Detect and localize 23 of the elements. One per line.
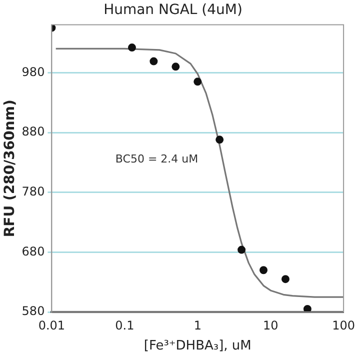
x-tick-label: 10 (262, 318, 278, 332)
x-tick-label: 0.01 (38, 318, 66, 332)
point (238, 246, 246, 254)
point (303, 305, 312, 312)
point (216, 136, 224, 144)
y-tick-label: 780 (22, 184, 45, 198)
y-tick-label: 980 (22, 64, 45, 79)
x-tick-label: 0.1 (115, 318, 134, 332)
point (194, 78, 202, 86)
point (260, 266, 268, 274)
y-tick-label: 680 (22, 244, 45, 258)
chart-title: Human NGAL (4uM) (104, 2, 242, 18)
annotation: BC50 = 2.4 uM (115, 152, 198, 166)
y-tick-label: 880 (22, 124, 45, 139)
y-tick-label: 580 (22, 304, 45, 318)
point (172, 62, 180, 71)
y-axis-title: RFU (280/360nm) (2, 100, 18, 238)
point (128, 44, 136, 52)
point (281, 275, 290, 284)
point (150, 57, 158, 66)
x-tick-label: 100 (332, 318, 355, 332)
x-axis-title: [Fe³⁺DHBA₃], uM (144, 338, 252, 354)
x-tick-label: 1 (194, 318, 202, 332)
